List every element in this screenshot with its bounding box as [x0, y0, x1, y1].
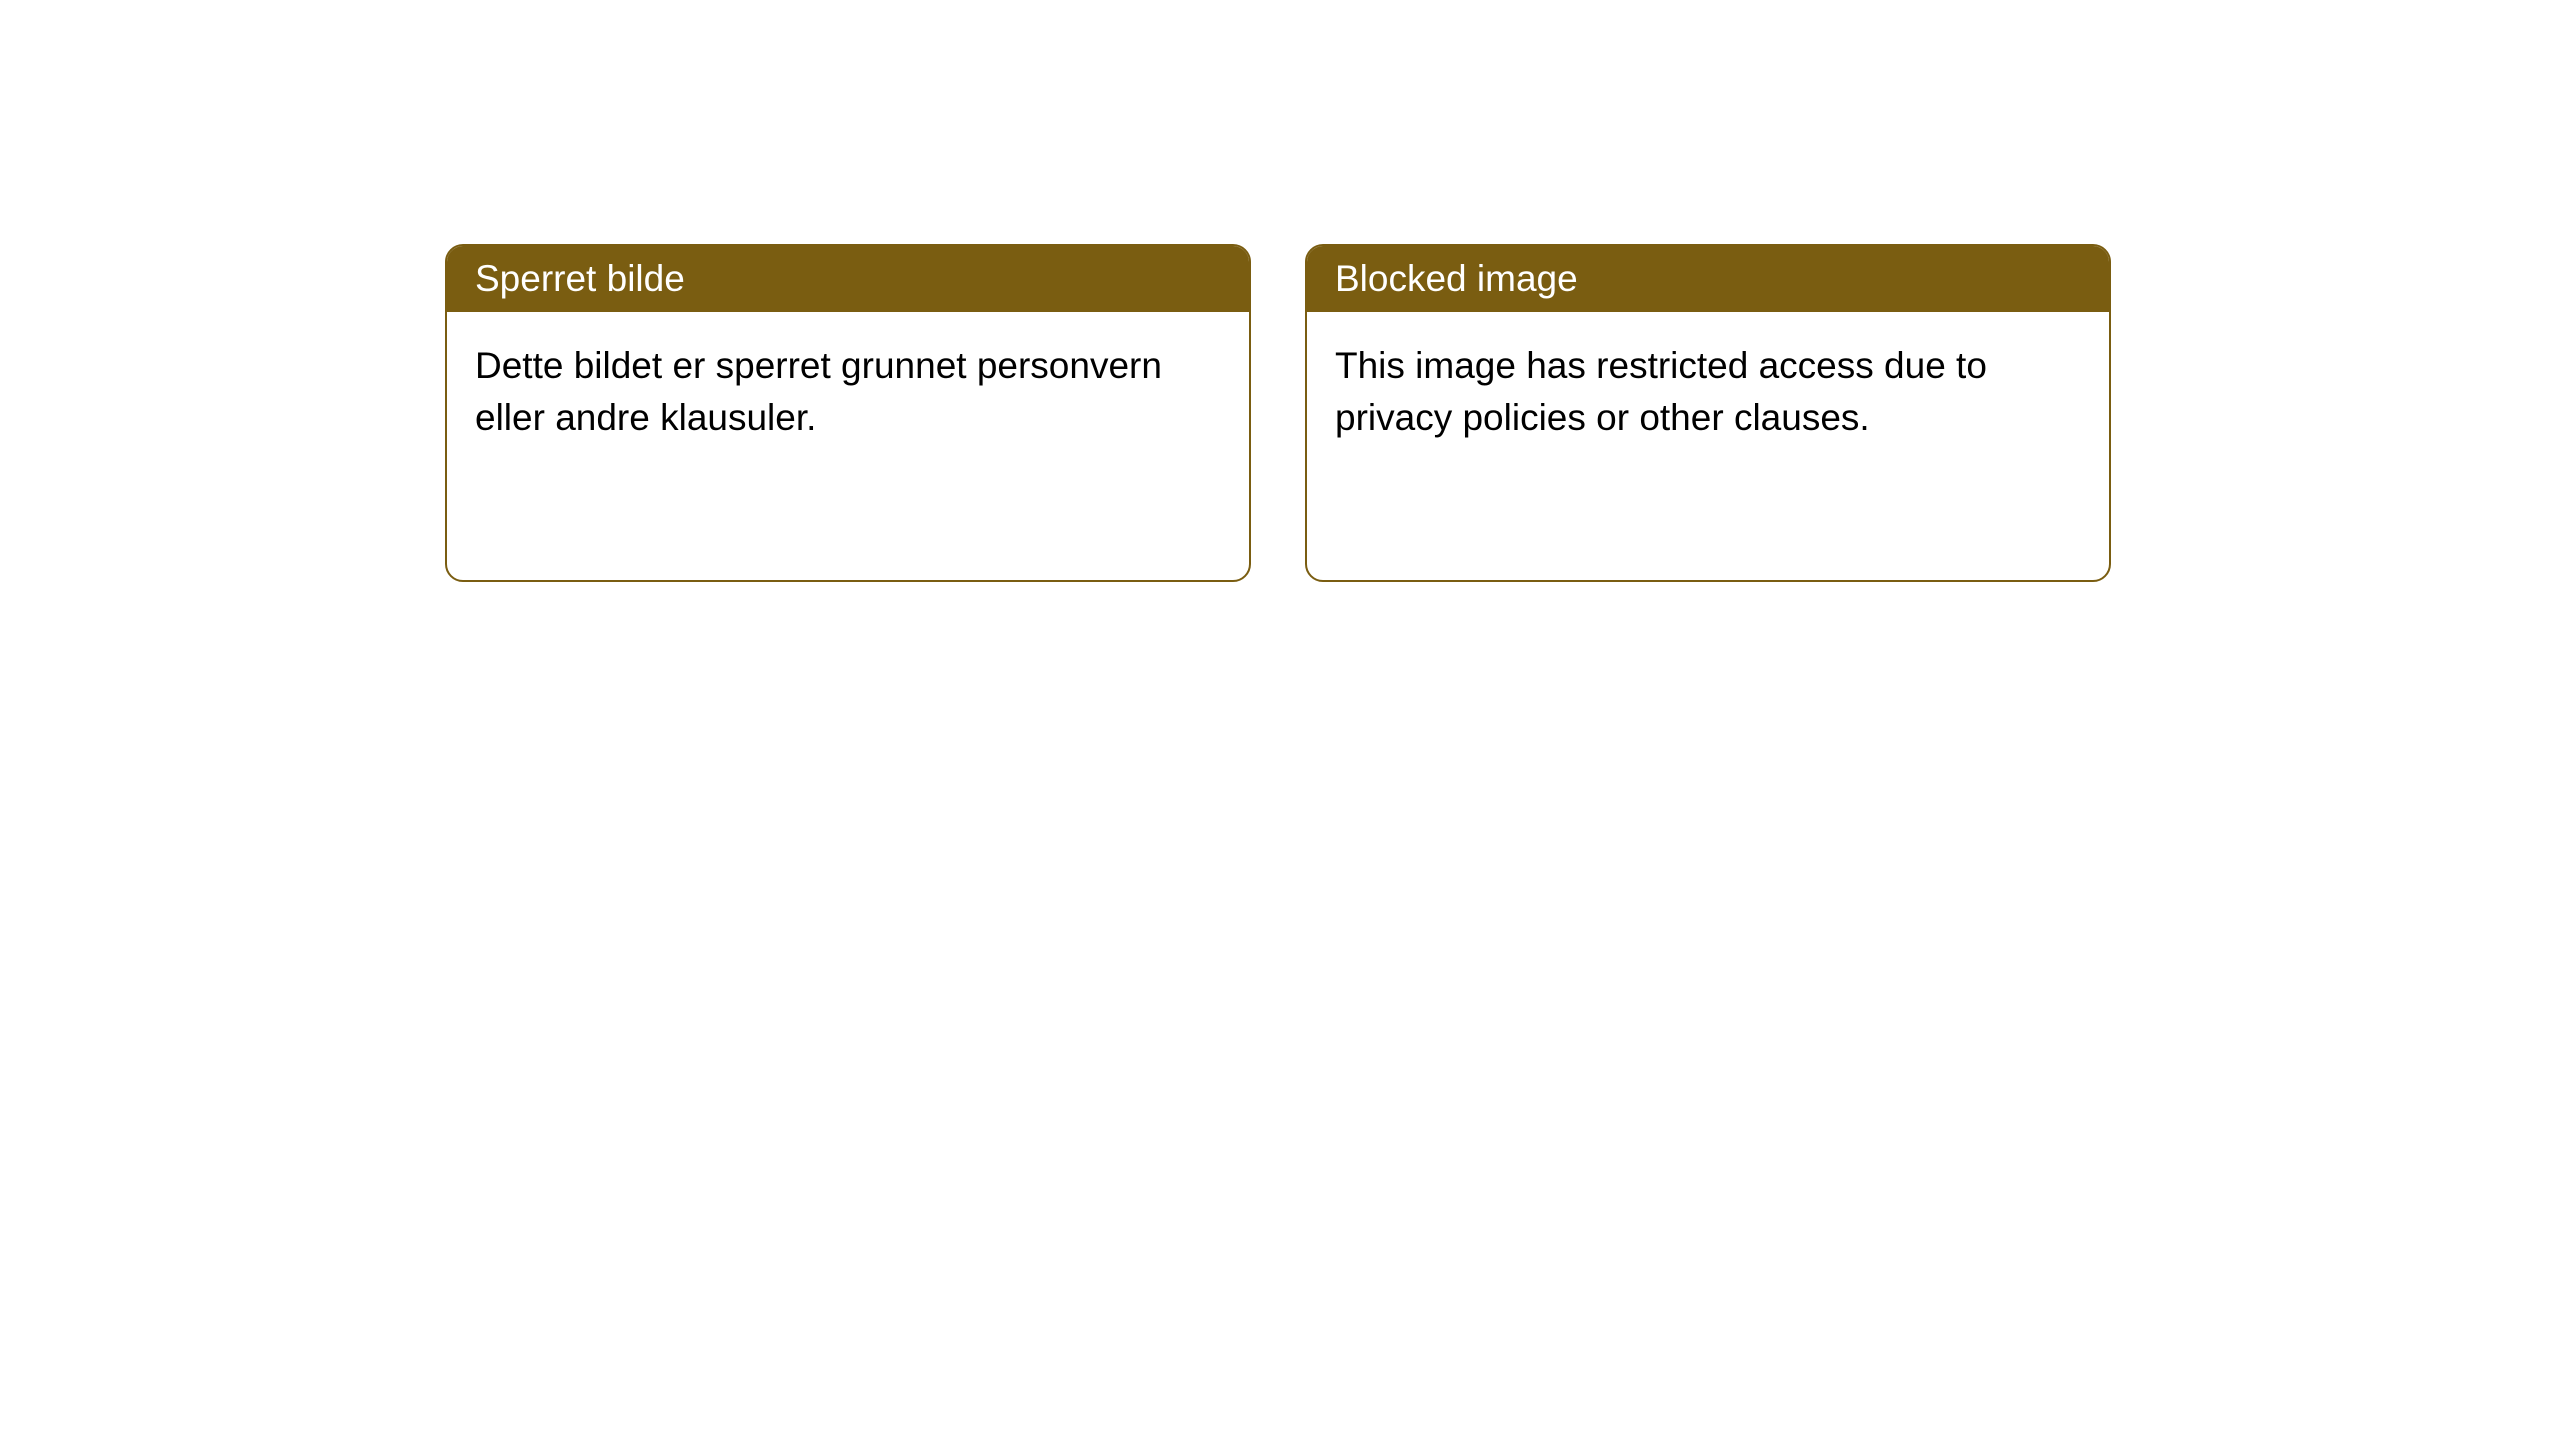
card-header-no: Sperret bilde [447, 246, 1249, 312]
card-body-text-en: This image has restricted access due to … [1335, 345, 1987, 438]
card-title-en: Blocked image [1335, 258, 1578, 299]
card-title-no: Sperret bilde [475, 258, 685, 299]
card-body-text-no: Dette bildet er sperret grunnet personve… [475, 345, 1162, 438]
blocked-image-card-en: Blocked image This image has restricted … [1305, 244, 2111, 582]
blocked-image-card-no: Sperret bilde Dette bildet er sperret gr… [445, 244, 1251, 582]
card-body-no: Dette bildet er sperret grunnet personve… [447, 312, 1249, 472]
card-container: Sperret bilde Dette bildet er sperret gr… [0, 0, 2560, 582]
card-header-en: Blocked image [1307, 246, 2109, 312]
card-body-en: This image has restricted access due to … [1307, 312, 2109, 472]
